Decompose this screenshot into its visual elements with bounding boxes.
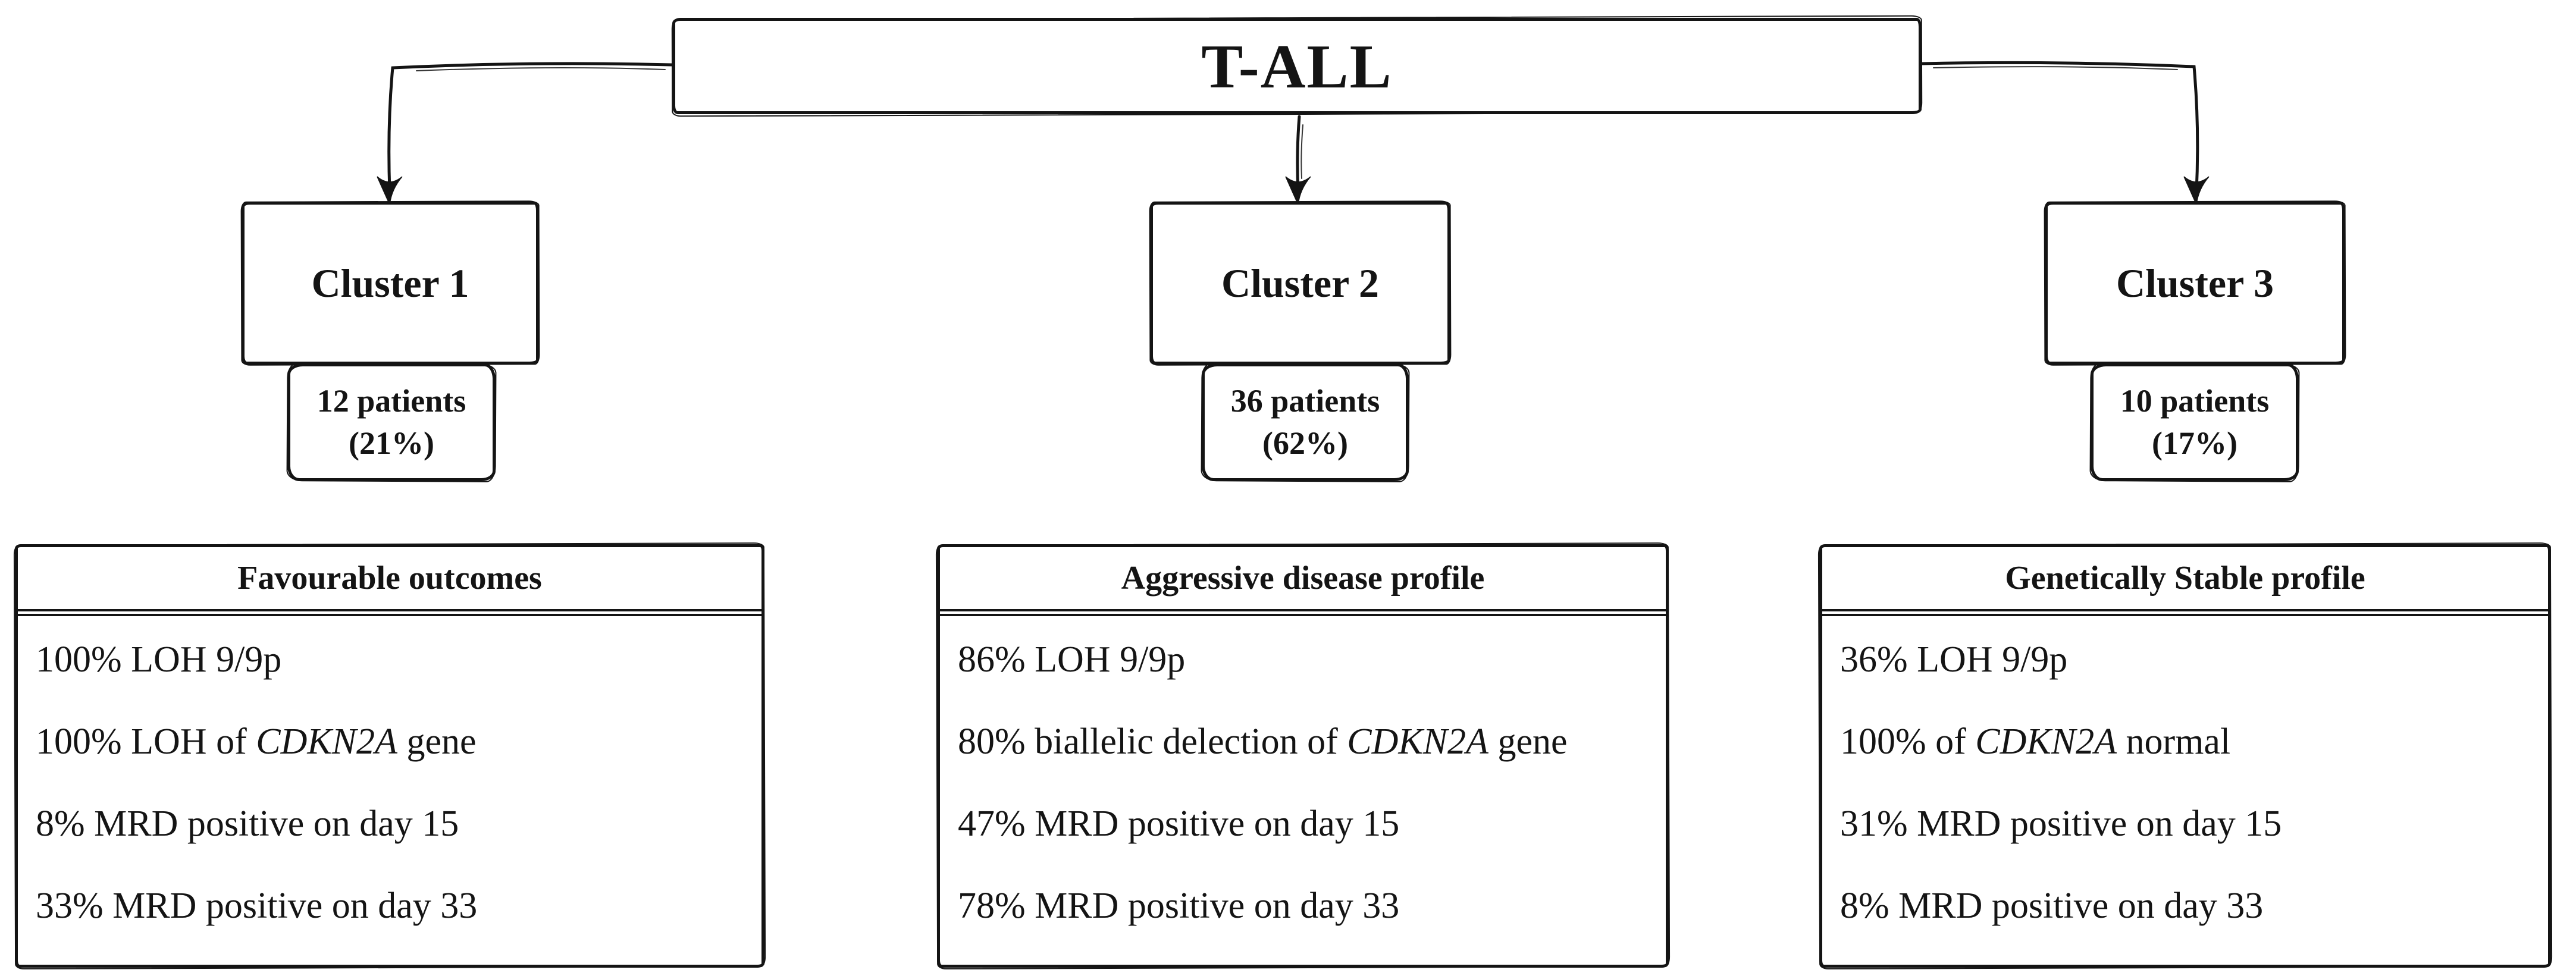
cluster3-profile-box: Genetically Stable profile 36% LOH 9/9p … — [1819, 544, 2551, 968]
cluster3-patient-count: 10 patients (17%) — [2091, 363, 2299, 481]
cluster2-profile-box: Aggressive disease profile 86% LOH 9/9p … — [937, 544, 1669, 968]
cluster2-percent-line: (62%) — [1262, 425, 1348, 461]
profile-line: 100% LOH 9/9p — [36, 639, 282, 680]
profile-line: 8% MRD positive on day 33 — [1840, 885, 2264, 926]
root-node-label: T-ALL — [1201, 31, 1393, 101]
cluster2-profile-body: 86% LOH 9/9p 80% biallelic delection of … — [940, 616, 1666, 947]
arrowhead-down-icon — [377, 176, 403, 206]
profile-line: 8% MRD positive on day 15 — [36, 803, 459, 844]
profile-line: 86% LOH 9/9p — [958, 639, 1186, 680]
cluster2-node: Cluster 2 — [1150, 202, 1450, 365]
cluster3-profile-body: 36% LOH 9/9p 100% of CDKN2A normal 31% M… — [1822, 616, 2548, 947]
profile-line: 33% MRD positive on day 33 — [36, 885, 478, 926]
cluster3-percent-line: (17%) — [2152, 425, 2237, 461]
cluster3-profile-title: Genetically Stable profile — [1822, 547, 2548, 616]
cluster1-patient-count: 12 patients (21%) — [287, 363, 496, 481]
cluster1-profile-body: 100% LOH 9/9p 100% LOH of CDKN2A gene 8%… — [18, 616, 761, 947]
profile-line: 100% LOH of CDKN2A gene — [36, 721, 477, 762]
connector-tall-to-cluster3 — [1920, 61, 2210, 206]
cluster3-node: Cluster 3 — [2045, 202, 2345, 365]
cluster1-label: Cluster 1 — [311, 260, 469, 306]
root-node-tall: T-ALL — [672, 18, 1922, 114]
profile-line: 47% MRD positive on day 15 — [958, 803, 1400, 844]
profile-line: 31% MRD positive on day 15 — [1840, 803, 2282, 844]
connector-tall-to-cluster2 — [1285, 115, 1311, 206]
arrowhead-down-icon — [2183, 176, 2210, 206]
cluster1-node: Cluster 1 — [242, 202, 539, 365]
profile-line: 78% MRD positive on day 33 — [958, 885, 1400, 926]
cluster3-patients-line: 10 patients — [2120, 382, 2270, 419]
cluster3-label: Cluster 3 — [2116, 260, 2274, 306]
cluster2-profile-title: Aggressive disease profile — [940, 547, 1666, 616]
arrowhead-down-icon — [1285, 176, 1311, 206]
cluster1-profile-title: Favourable outcomes — [18, 547, 761, 616]
profile-line: 100% of CDKN2A normal — [1840, 721, 2231, 762]
connector-tall-to-cluster1 — [377, 62, 674, 206]
profile-line: 80% biallelic delection of CDKN2A gene — [958, 721, 1568, 762]
cluster2-label: Cluster 2 — [1221, 260, 1380, 306]
cluster1-patients-line: 12 patients — [316, 382, 466, 419]
cluster1-percent-line: (21%) — [349, 425, 434, 461]
cluster2-patient-count: 36 patients (62%) — [1202, 363, 1409, 481]
profile-line: 36% LOH 9/9p — [1840, 639, 2068, 680]
cluster1-profile-box: Favourable outcomes 100% LOH 9/9p 100% L… — [15, 544, 764, 968]
cluster2-patients-line: 36 patients — [1230, 382, 1380, 419]
